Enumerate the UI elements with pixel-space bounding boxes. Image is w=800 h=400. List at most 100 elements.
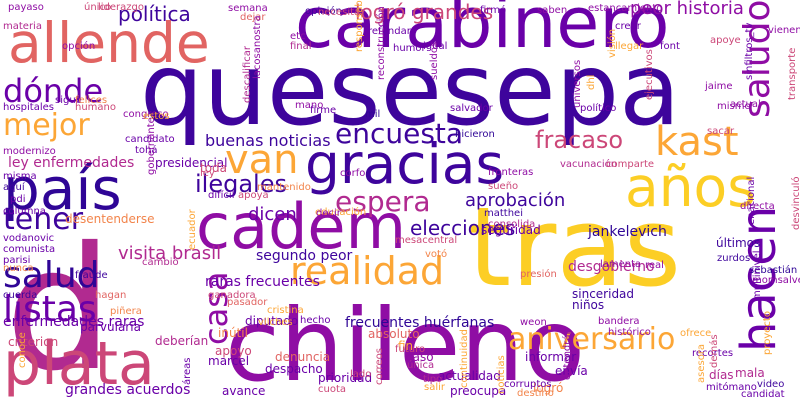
word: vienen xyxy=(768,25,800,36)
word: quesesepa xyxy=(140,31,681,148)
word: lamenta xyxy=(600,259,642,270)
word: diputado xyxy=(245,314,299,328)
word: votó xyxy=(425,249,448,260)
word: sebastián xyxy=(749,265,798,276)
word: van xyxy=(225,137,299,183)
word: avance xyxy=(222,384,266,398)
word: payaso xyxy=(8,2,44,13)
word: tohá xyxy=(135,145,158,156)
word: mejor xyxy=(3,108,90,143)
word: ilegales xyxy=(195,170,287,198)
word: gracias xyxy=(305,132,505,196)
word: gobernante xyxy=(146,117,157,175)
word: hecho xyxy=(300,315,331,326)
word: aquí xyxy=(3,182,25,193)
word: apoye xyxy=(710,35,741,46)
word: política xyxy=(118,2,191,26)
word: cadem xyxy=(196,190,406,263)
word: firmó xyxy=(480,5,507,16)
word: salud xyxy=(3,255,100,296)
word: mantenido xyxy=(257,182,311,193)
word: fronteras xyxy=(488,167,534,178)
word: estos xyxy=(143,111,170,122)
word: creer xyxy=(615,21,641,32)
word: felices xyxy=(75,95,108,106)
word: dhl xyxy=(586,74,597,90)
word: comparte xyxy=(606,159,655,170)
word: candidato xyxy=(125,134,175,145)
word: áreas xyxy=(182,357,193,385)
word: sacar xyxy=(707,126,735,137)
word: conoce xyxy=(17,332,28,368)
word: niños xyxy=(572,298,605,312)
word: inútil xyxy=(218,326,248,340)
word: semana xyxy=(228,3,268,14)
word: cristina xyxy=(267,305,304,316)
word: modernizo xyxy=(3,146,56,157)
word: actual xyxy=(730,99,761,110)
word: fin xyxy=(398,339,414,353)
word: mano xyxy=(295,100,324,111)
word: plata xyxy=(3,329,155,399)
word: envía xyxy=(555,364,588,378)
word: segundo peor xyxy=(256,248,353,264)
word: futuro xyxy=(395,344,426,355)
word: detendrán xyxy=(562,328,573,380)
word: proyecto xyxy=(762,311,773,355)
word: piñera xyxy=(110,306,142,317)
word: actualidad xyxy=(438,369,501,383)
word: final xyxy=(290,41,312,52)
word: bandera xyxy=(598,316,640,327)
word: desvinculó xyxy=(791,176,800,230)
word: continuidad xyxy=(459,329,470,388)
word: ejecutivos xyxy=(644,49,655,100)
word: tener xyxy=(3,202,84,237)
word: presión xyxy=(520,269,557,280)
word: cuerda xyxy=(3,290,38,301)
word: buenas noticias xyxy=(205,131,331,150)
word: nunca xyxy=(3,263,34,274)
word: cambio xyxy=(142,257,179,268)
word: tipo xyxy=(423,374,443,385)
word: salir xyxy=(424,382,446,393)
word: opinión xyxy=(305,6,342,17)
word: misma xyxy=(3,171,37,182)
word: vodanovic xyxy=(3,233,55,244)
word: sinceridad xyxy=(572,287,635,301)
word: columna xyxy=(3,206,46,217)
word: estancamiento xyxy=(588,3,663,14)
word: aniversario xyxy=(508,322,676,357)
word: pasador xyxy=(227,297,268,308)
word: destino xyxy=(517,388,554,399)
word: consolida xyxy=(488,219,536,230)
word: enfermedades raras xyxy=(3,314,145,330)
word: peor historia xyxy=(630,0,744,19)
word: espera xyxy=(335,185,431,218)
word: sueldos xyxy=(429,41,440,80)
word: dónde xyxy=(3,72,104,110)
word: últimos xyxy=(716,236,761,250)
word: parisi xyxy=(3,255,31,266)
word: demás xyxy=(709,334,720,368)
word: mesacentral xyxy=(395,235,458,246)
word: humor xyxy=(393,43,426,54)
word: recortes xyxy=(692,348,734,359)
word: mitómano xyxy=(706,382,757,393)
word: d xyxy=(5,211,113,400)
word: jaime xyxy=(705,81,733,92)
word: cuota xyxy=(318,384,347,395)
word: firme xyxy=(310,105,337,116)
word: hospitales xyxy=(3,102,54,113)
word: responsabilidad xyxy=(354,0,365,52)
word: aprobación xyxy=(465,190,566,211)
word: visión xyxy=(607,28,618,58)
word: educación xyxy=(315,207,367,218)
word: encuesta xyxy=(335,117,464,150)
word: dejar xyxy=(240,12,266,23)
word: prioridad xyxy=(318,371,373,385)
word: salvador xyxy=(450,103,493,114)
word: humano xyxy=(75,102,117,113)
word: apoyo xyxy=(215,344,252,358)
word: país xyxy=(3,155,122,223)
word: real xyxy=(645,260,664,271)
